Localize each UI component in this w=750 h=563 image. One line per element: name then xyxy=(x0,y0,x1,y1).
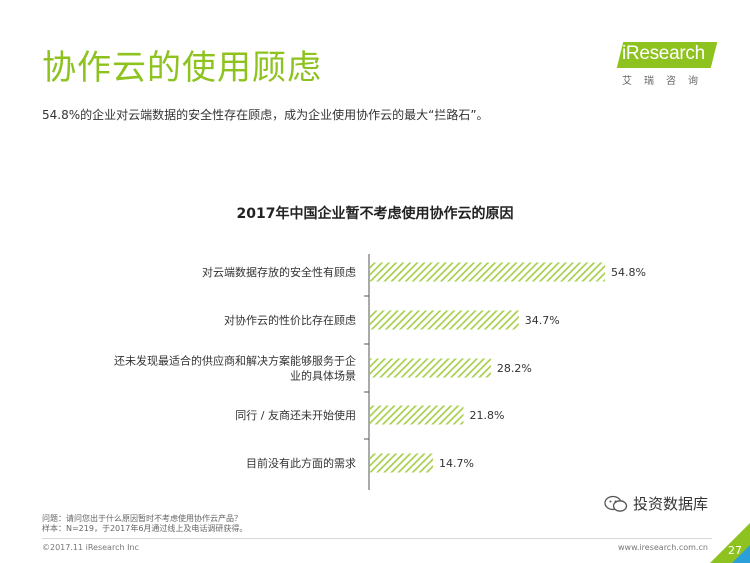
footer-divider xyxy=(42,538,712,539)
bar xyxy=(370,405,464,425)
category-label: 还未发现最适合的供应商和解决方案能够服务于企业的具体场景 xyxy=(114,354,356,383)
category-label-line: 同行 / 友商还未开始使用 xyxy=(235,408,356,422)
category-label-line: 目前没有此方面的需求 xyxy=(246,456,356,470)
watermark: 投资数据库 xyxy=(603,493,708,514)
page-number: 27 xyxy=(728,544,742,557)
bar-value-label: 21.8% xyxy=(469,409,504,422)
category-label: 同行 / 友商还未开始使用 xyxy=(235,408,356,422)
corner-accent xyxy=(732,545,750,563)
bar-value-label: 28.2% xyxy=(497,362,532,375)
notes-sample: 样本：N=219，于2017年6月通过线上及电话调研获得。 xyxy=(42,524,248,533)
iresearch-logo: iResearch 艾瑞咨询 xyxy=(612,40,722,87)
category-label: 对协作云的性价比存在顾虑 xyxy=(224,313,356,327)
notes-question: 问题：请问您出于什么原因暂时不考虑使用协作云产品？ xyxy=(42,514,242,523)
chart-title: 2017年中国企业暂不考虑使用协作云的原因 xyxy=(236,206,514,222)
page-subtitle: 54.8%的企业对云端数据的安全性存在顾虑，成为企业使用协作云的最大“拦路石”。 xyxy=(42,108,489,122)
category-label: 目前没有此方面的需求 xyxy=(246,456,356,470)
bar xyxy=(370,310,519,330)
watermark-text: 投资数据库 xyxy=(633,495,709,513)
copyright: ©2017.11 iResearch Inc xyxy=(42,543,139,552)
category-label-line: 对协作云的性价比存在顾虑 xyxy=(224,313,356,327)
wechat-icon xyxy=(604,495,628,512)
bar xyxy=(370,453,434,473)
website: www.iresearch.com.cn xyxy=(618,543,708,552)
bar-value-label: 54.8% xyxy=(611,266,646,279)
survey-notes: 问题：请问您出于什么原因暂时不考虑使用协作云产品？ 样本：N=219，于2017… xyxy=(42,514,247,534)
bar xyxy=(370,262,605,282)
bar-value-label: 14.7% xyxy=(439,457,474,470)
bar xyxy=(370,358,491,378)
category-label: 对云端数据存放的安全性有顾虑 xyxy=(202,265,356,279)
logo-subtext: 艾瑞咨询 xyxy=(622,76,710,87)
bar-value-label: 34.7% xyxy=(525,314,560,327)
logo-text: iResearch xyxy=(622,43,705,64)
category-label-line: 业的具体场景 xyxy=(290,369,356,383)
page-title: 协作云的使用顾虑 xyxy=(42,48,322,88)
category-label-line: 对云端数据存放的安全性有顾虑 xyxy=(202,265,356,279)
category-label-line: 还未发现最适合的供应商和解决方案能够服务于企 xyxy=(114,354,356,368)
